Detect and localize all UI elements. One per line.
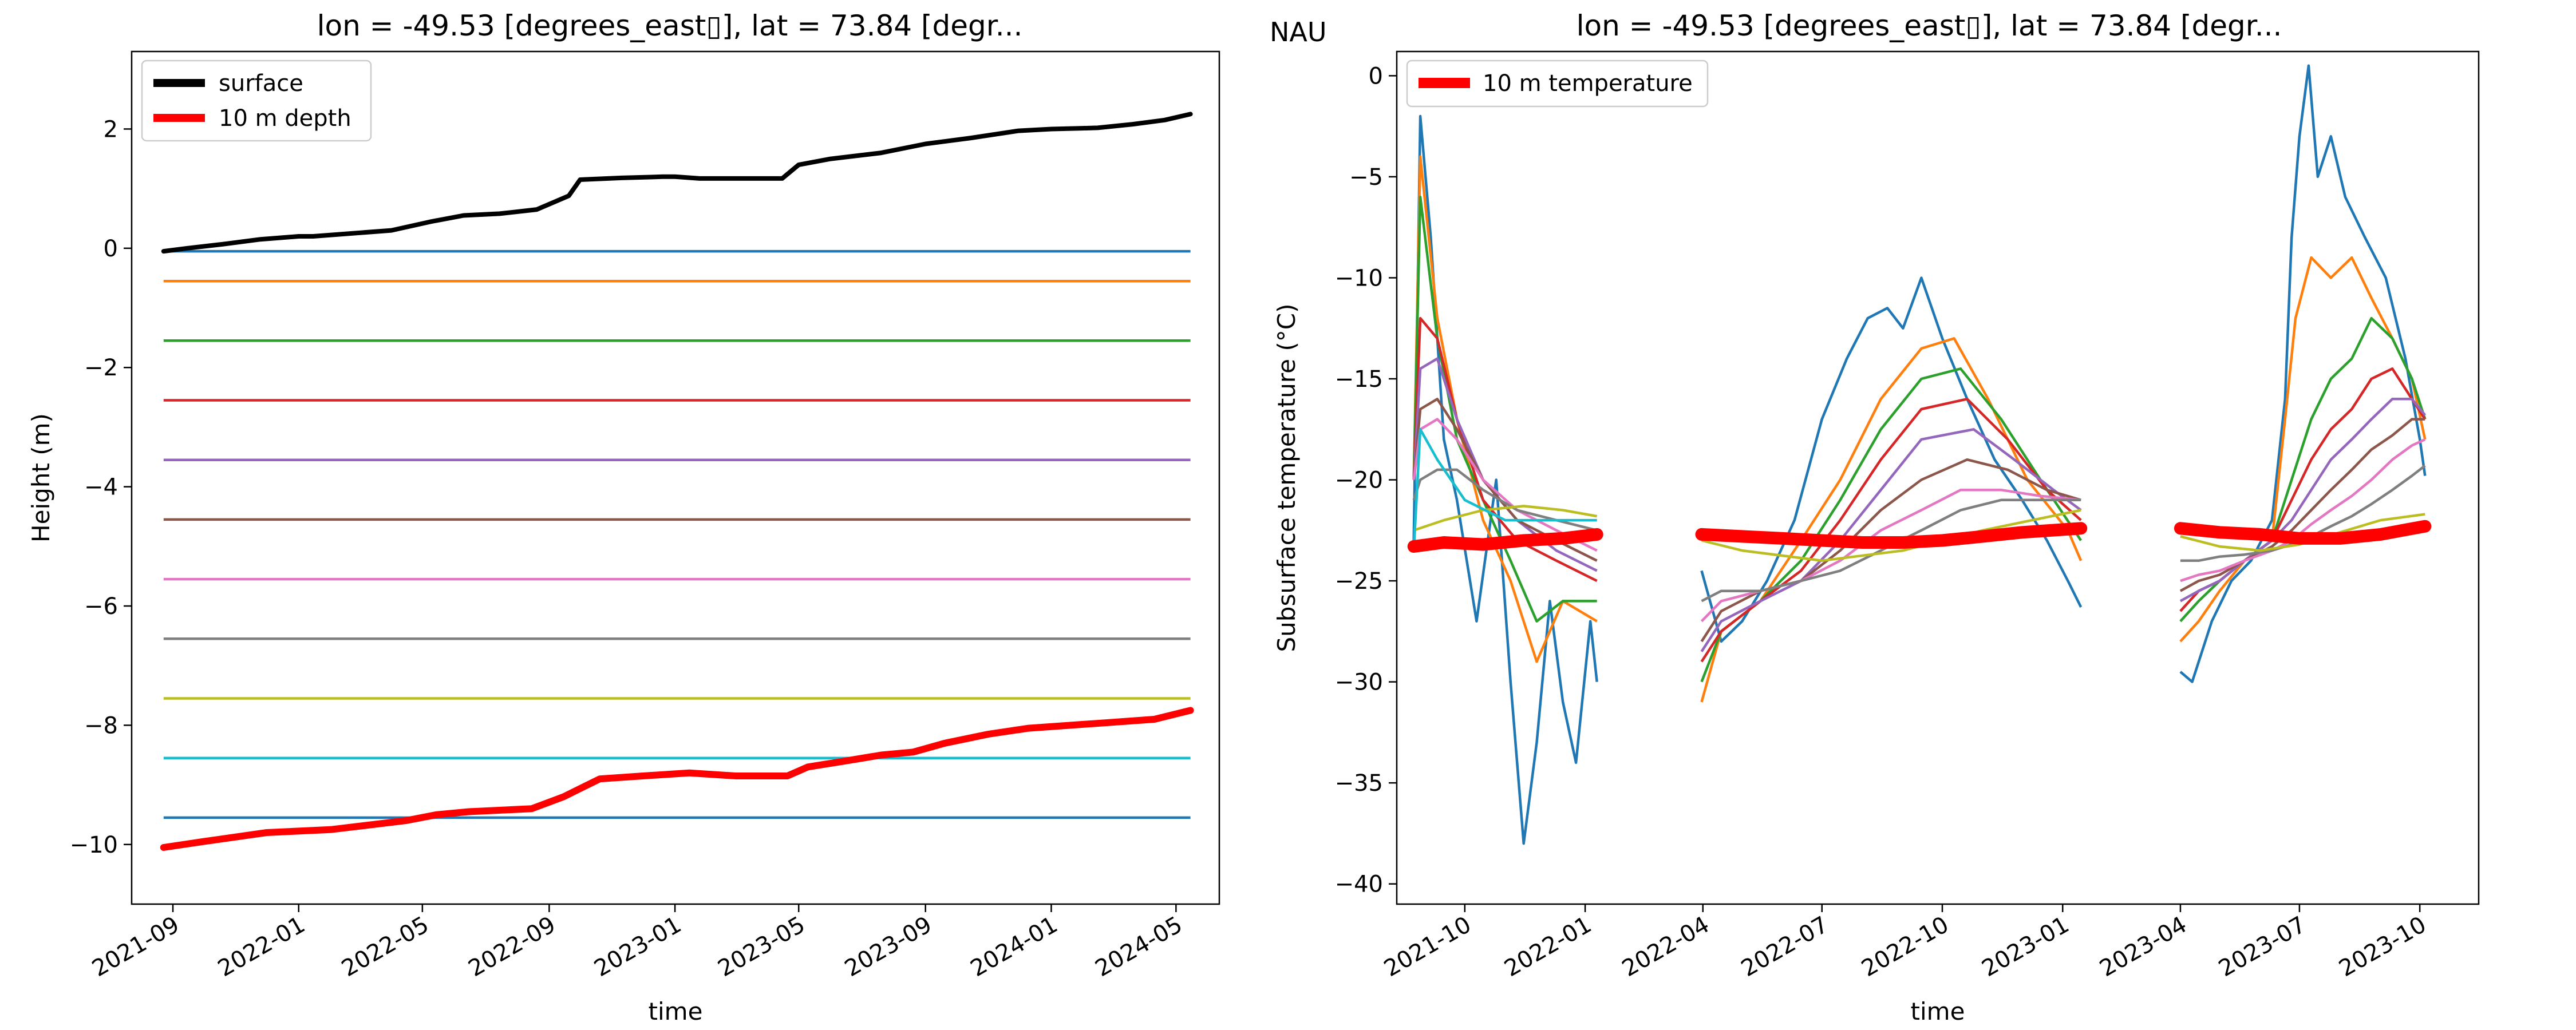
height-x-tick-label-4: 2023-01 (590, 912, 686, 982)
temperature-x-tick-label-3: 2022-07 (1737, 912, 1833, 982)
temperature-y-tick-label-0: 0 (1369, 63, 1383, 89)
temperature-y-tick-label-3: −15 (1335, 366, 1383, 393)
station-label: NAU (1270, 17, 1327, 47)
temperature-series-line-9 (1412, 428, 1597, 551)
height-series-surface (161, 112, 1193, 254)
height-x-tick-label-3: 2022-09 (464, 912, 560, 982)
temperature-series-line-24 (2179, 418, 2425, 592)
temperature-x-tick-label-7: 2023-07 (2214, 912, 2310, 982)
height-chart-title: lon = -49.53 [degrees_east▯], lat = 73.8… (317, 9, 1023, 42)
height-y-tick-label-6: −10 (70, 832, 118, 858)
temperature-series-line-25 (2180, 438, 2426, 583)
temperature-chart-y-label: Subsurface temperature (°C) (1273, 304, 1301, 652)
temperature-series-line-18 (1701, 509, 2081, 562)
height-y-tick-label-4: −6 (84, 593, 118, 620)
temperature-x-tick-label-2: 2022-04 (1618, 912, 1714, 982)
height-y-tick-label-5: −8 (84, 712, 118, 739)
temperature-series-line-15 (1700, 458, 2081, 643)
temperature-series-line-14 (1700, 428, 2082, 652)
height-x-tick-label-1: 2022-01 (214, 912, 310, 982)
temperature-series-line-1 (1412, 155, 1598, 663)
legend-label-10m-temperature: 10 m temperature (1483, 70, 1693, 97)
temperature-x-tick-label-0: 2021-10 (1380, 912, 1476, 982)
height-x-tick-label-8: 2024-05 (1091, 912, 1187, 982)
temperature-x-tick-label-4: 2022-10 (1857, 912, 1953, 982)
temperature-series-line-6 (1412, 418, 1598, 552)
temperature-y-tick-label-7: −35 (1335, 770, 1383, 797)
temperature-x-tick-label-5: 2023-01 (1978, 912, 2074, 982)
temperature-series-line-13 (1700, 398, 2082, 663)
temperature-series-line-23 (2179, 398, 2427, 603)
height-y-tick-label-3: −4 (84, 474, 118, 501)
temperature-series-line-4 (1412, 357, 1598, 572)
temperature-series-line-8 (1413, 505, 1598, 532)
temperature-series-line-17 (1701, 498, 2081, 603)
temperature-series-line-10 (1700, 276, 2083, 643)
temperature-series-line-0 (1412, 114, 1598, 845)
temperature-x-tick-label-6: 2023-04 (2095, 912, 2191, 982)
height-y-tick-label-1: 0 (104, 236, 118, 262)
height-x-tick-label-5: 2023-05 (713, 912, 809, 982)
temperature-series-line-20 (2179, 256, 2427, 643)
temperature-y-tick-label-6: −30 (1335, 670, 1383, 696)
temperature-x-tick-label-1: 2022-01 (1500, 912, 1596, 982)
temperature-x-tick-label-8: 2023-10 (2334, 912, 2431, 982)
temperature-y-tick-label-4: −20 (1335, 468, 1383, 494)
temperature-series-line-7 (1412, 468, 1598, 532)
temperature-series-line-11 (1700, 337, 2083, 703)
legend-label-10m-depth: 10 m depth (219, 105, 351, 132)
temperature-chart-legend: 10 m temperature (1406, 60, 1709, 108)
height-x-tick-label-6: 2023-09 (840, 912, 937, 982)
temperature-series-10-m-temperature (1407, 520, 2432, 553)
temperature-chart-title: lon = -49.53 [degrees_east▯], lat = 73.8… (1577, 9, 2282, 42)
height-y-tick-label-2: −2 (84, 355, 118, 381)
temperature-y-tick-label-5: −25 (1335, 568, 1383, 595)
height-x-tick-label-0: 2021-09 (88, 912, 184, 982)
temperature-y-tick-label-2: −10 (1335, 265, 1383, 291)
temperature-series-line-19 (2179, 64, 2427, 683)
temperature-y-tick-label-1: −5 (1349, 164, 1383, 191)
temperature-chart: NAU lon = -49.53 [degrees_east▯], lat = … (1270, 9, 2480, 1025)
height-chart: lon = -49.53 [degrees_east▯], lat = 73.8… (27, 9, 1220, 1025)
height-x-tick-label-7: 2024-01 (966, 912, 1062, 982)
temperature-series-line-16 (1700, 488, 2081, 623)
temperature-y-tick-label-8: −40 (1335, 871, 1383, 898)
height-chart-x-label: time (649, 997, 703, 1025)
height-x-tick-label-2: 2022-05 (337, 912, 433, 982)
temperature-chart-axes (1396, 50, 2480, 905)
temperature-chart-x-label: time (1911, 997, 1965, 1025)
height-chart-legend: surface 10 m depth (141, 60, 372, 142)
height-y-tick-label-0: 2 (104, 116, 118, 142)
height-series-10-m-depth (160, 707, 1194, 851)
height-chart-y-label: Height (m) (27, 413, 55, 542)
legend-label-surface: surface (219, 70, 303, 97)
